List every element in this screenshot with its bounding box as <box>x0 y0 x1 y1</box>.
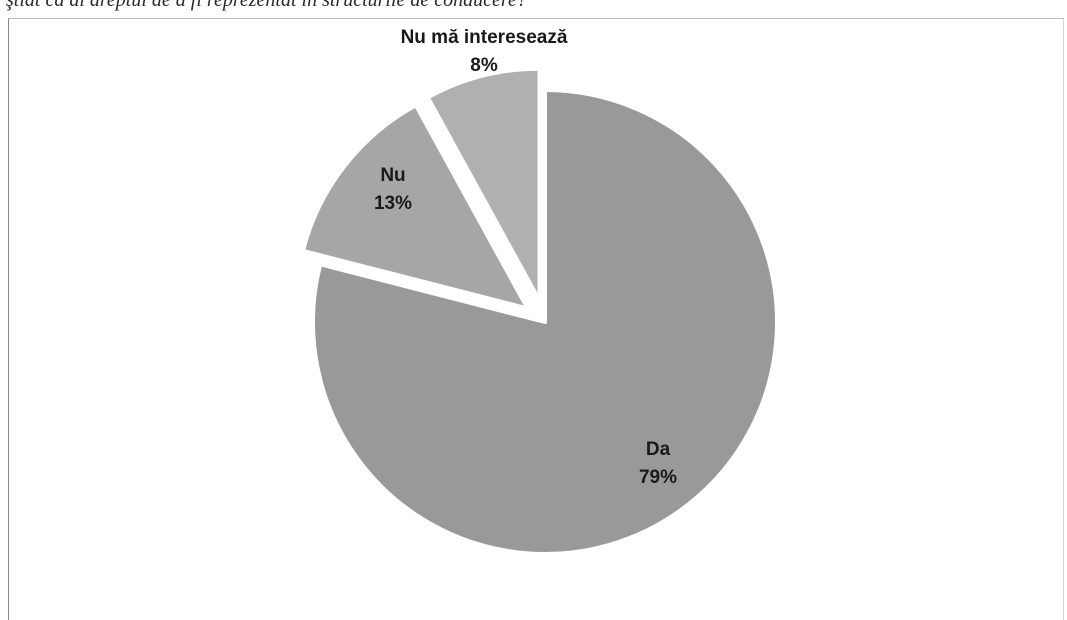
chart-frame <box>8 18 1064 620</box>
slice-percent-label: 79% <box>639 467 677 488</box>
question-caption: ştiat că ai dreptul de a fi reprezentat … <box>6 0 527 11</box>
pie-slice-nu-mă-interesează <box>425 66 542 303</box>
slice-category-label: Nu mă interesează <box>401 27 568 48</box>
pie-slice-nu <box>300 103 530 311</box>
slice-percent-label: 13% <box>374 193 412 214</box>
slice-category-label: Da <box>646 439 671 460</box>
slice-category-label: Nu <box>380 165 405 186</box>
pie-slice-da <box>311 88 779 556</box>
slice-percent-label: 8% <box>470 55 498 76</box>
